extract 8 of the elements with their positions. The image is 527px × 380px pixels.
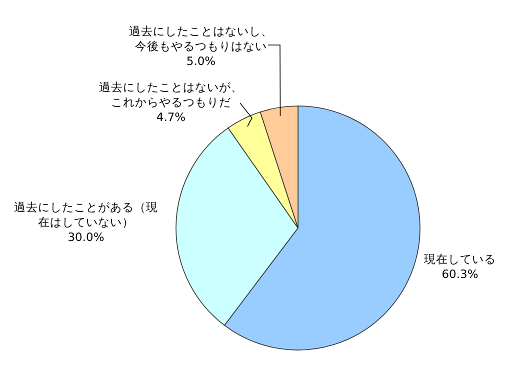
slice-label: 過去にしたことがある（現在はしていない） [13,200,159,230]
slice-label: 現在している [423,252,497,267]
data-label: 5.0% [185,54,217,69]
data-label: 30.0% [66,230,106,245]
slice-label: 過去にしたことはないが、これからやるつもりだ [98,80,244,110]
slice-label: 過去にしたことはないし、今後もやるつもりはない [128,24,274,54]
data-label: 60.3% [440,267,480,282]
data-label: 4.7% [155,110,187,125]
